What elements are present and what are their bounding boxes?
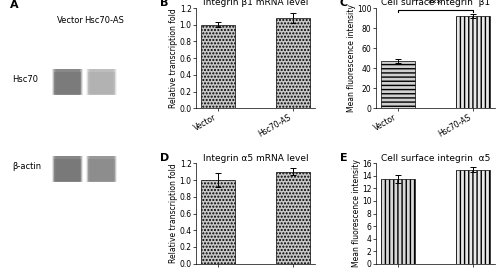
Bar: [381, 179, 415, 264]
Bar: [53, 156, 80, 182]
Bar: [202, 25, 235, 108]
Bar: [55, 69, 82, 95]
Bar: [88, 72, 115, 94]
Bar: [86, 156, 114, 182]
Text: ***: ***: [428, 0, 442, 9]
Bar: [456, 16, 490, 108]
Bar: [52, 156, 80, 182]
Title: Integrin β1 mRNA level: Integrin β1 mRNA level: [203, 0, 308, 7]
Bar: [52, 69, 80, 95]
Text: D: D: [160, 153, 170, 163]
Bar: [276, 172, 310, 264]
Bar: [54, 156, 82, 182]
Bar: [86, 69, 115, 95]
Bar: [54, 72, 82, 94]
Text: E: E: [340, 153, 347, 163]
Bar: [56, 69, 84, 95]
Y-axis label: Relative transcription fold: Relative transcription fold: [169, 8, 178, 108]
Bar: [86, 69, 114, 95]
Title: Integrin α5 mRNA level: Integrin α5 mRNA level: [202, 154, 308, 163]
Bar: [54, 69, 82, 95]
Bar: [53, 69, 80, 95]
Bar: [88, 159, 115, 180]
Bar: [88, 69, 115, 95]
Y-axis label: Relative transcription fold: Relative transcription fold: [169, 164, 178, 263]
Text: Hsc70-AS: Hsc70-AS: [84, 16, 124, 25]
Bar: [276, 18, 310, 108]
Title: Cell surface integrin  α5: Cell surface integrin α5: [380, 154, 490, 163]
Y-axis label: Mean fluorescence intensity: Mean fluorescence intensity: [352, 160, 360, 267]
Text: β-actin: β-actin: [12, 162, 42, 171]
Bar: [456, 170, 490, 264]
Text: A: A: [10, 0, 18, 10]
Bar: [381, 61, 415, 108]
Bar: [90, 156, 117, 182]
Title: Cell surface integrin  β1: Cell surface integrin β1: [381, 0, 490, 7]
Bar: [54, 159, 82, 180]
Text: Vector: Vector: [56, 16, 84, 25]
Y-axis label: Mean fluorescence intensity: Mean fluorescence intensity: [346, 4, 356, 112]
Bar: [56, 156, 84, 182]
Text: Hsc70: Hsc70: [12, 75, 38, 84]
Bar: [90, 69, 117, 95]
Bar: [202, 180, 235, 264]
Text: B: B: [160, 0, 168, 8]
Bar: [86, 156, 115, 182]
Bar: [88, 69, 116, 95]
Bar: [88, 156, 116, 182]
Bar: [55, 156, 82, 182]
Bar: [88, 156, 115, 182]
Text: C: C: [340, 0, 348, 8]
